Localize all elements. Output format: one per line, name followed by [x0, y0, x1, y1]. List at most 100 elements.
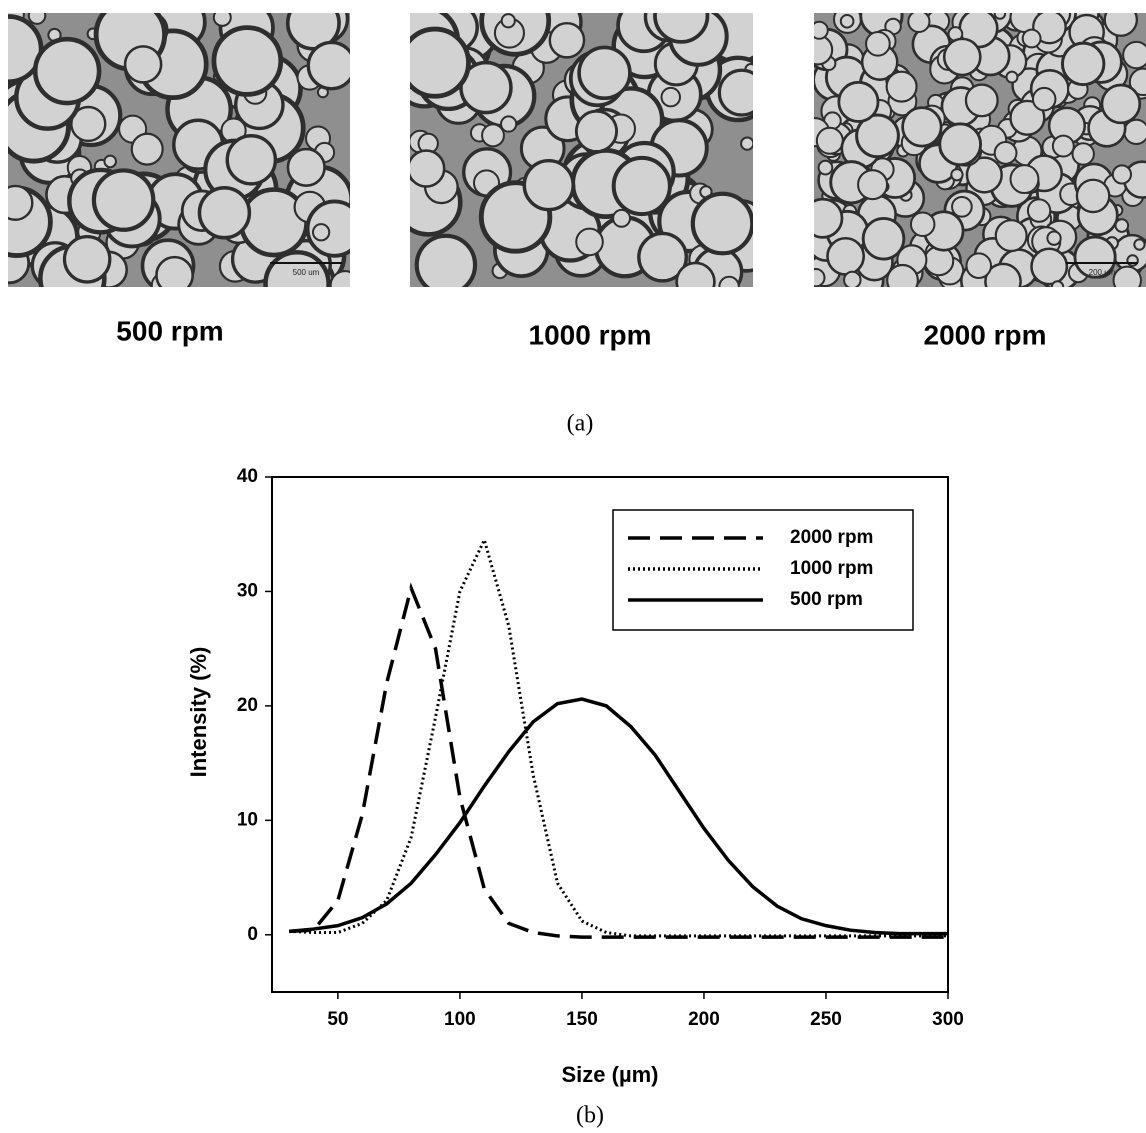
legend-label: 1000 rpm	[790, 558, 873, 579]
microsphere	[814, 268, 826, 287]
microsphere	[1126, 254, 1139, 267]
microsphere	[839, 13, 855, 29]
microsphere	[1123, 118, 1146, 145]
microsphere	[548, 21, 586, 59]
microsphere	[718, 275, 740, 287]
microsphere	[690, 191, 753, 256]
microsphere	[717, 68, 753, 117]
scale-label: 200 um	[1089, 268, 1116, 277]
microsphere	[575, 227, 604, 257]
microsphere	[103, 154, 117, 169]
microsphere	[1051, 134, 1075, 158]
photo	[410, 13, 753, 287]
x-axis-label: Size (µm)	[561, 1062, 658, 1087]
microsphere	[1046, 230, 1062, 246]
microsphere	[410, 26, 471, 99]
panel-label: (a)	[567, 411, 594, 437]
photo-label: 500 rpm	[116, 315, 223, 346]
microsphere	[951, 195, 973, 218]
y-tick-label: 20	[237, 695, 258, 716]
microsphere	[1026, 198, 1052, 223]
microsphere	[211, 25, 284, 97]
microsphere	[1133, 238, 1146, 251]
microsphere	[1114, 218, 1130, 233]
legend-label: 2000 rpm	[790, 527, 873, 548]
microsphere	[574, 109, 619, 153]
microsphere	[814, 34, 834, 66]
microsphere	[1031, 86, 1057, 112]
series-line	[288, 697, 948, 936]
microsphere	[1073, 235, 1117, 279]
microsphere	[901, 106, 943, 148]
x-tick-label: 250	[810, 1009, 842, 1030]
microsphere	[1030, 247, 1069, 286]
microsphere	[993, 141, 1018, 165]
microsphere	[907, 13, 931, 34]
microsphere	[817, 159, 834, 176]
microsphere	[286, 147, 326, 187]
x-tick-label: 200	[688, 1009, 720, 1030]
microsphere	[984, 262, 1022, 287]
microsphere	[1032, 13, 1067, 45]
microsphere	[459, 60, 513, 115]
x-tick-label: 50	[327, 1009, 348, 1030]
microsphere	[1021, 28, 1042, 49]
microsphere	[653, 13, 710, 44]
microsphere	[1009, 164, 1040, 195]
microsphere	[857, 169, 889, 201]
microsphere	[611, 155, 672, 217]
microsphere	[837, 80, 880, 123]
microsphere	[27, 13, 47, 25]
y-tick-label: 30	[237, 580, 258, 601]
x-tick-label: 300	[932, 1009, 964, 1030]
microsphere	[1103, 13, 1139, 37]
microsphere	[311, 223, 331, 242]
microsphere	[861, 216, 906, 261]
microsphere	[909, 211, 936, 237]
microsphere	[197, 186, 252, 240]
panel-label: (b)	[576, 1103, 604, 1129]
microsphere	[481, 123, 505, 148]
microsphere	[740, 136, 753, 151]
microsphere	[612, 208, 631, 228]
microsphere	[8, 184, 34, 221]
y-axis-label: Intensity (%)	[186, 647, 211, 778]
microsphere	[1112, 265, 1142, 287]
microsphere	[938, 122, 983, 167]
microsphere	[1005, 70, 1019, 84]
microsphere	[263, 250, 331, 287]
microsphere	[637, 231, 688, 283]
microsphere	[1050, 280, 1065, 287]
microsphere	[826, 236, 866, 276]
microsphere	[1100, 83, 1142, 125]
photo-label: 2000 rpm	[924, 319, 1047, 350]
microsphere	[675, 261, 716, 287]
microsphere	[329, 270, 350, 287]
microsphere	[306, 40, 350, 91]
microsphere	[500, 13, 516, 29]
scale-label: 500 um	[293, 268, 320, 277]
microsphere	[155, 255, 195, 287]
microsphere	[993, 13, 1007, 20]
microsphere	[62, 234, 112, 284]
y-tick-label: 40	[237, 466, 258, 487]
microsphere	[965, 156, 1003, 194]
microsphere	[32, 36, 102, 106]
microsphere	[225, 134, 278, 186]
microsphere	[885, 70, 918, 103]
legend-label: 500 rpm	[790, 589, 863, 610]
microsphere	[1060, 41, 1106, 87]
microsphere	[499, 115, 518, 133]
microsphere	[1075, 178, 1111, 214]
microsphere	[212, 13, 232, 27]
series-line	[289, 582, 948, 939]
microsphere	[1122, 40, 1146, 70]
microsphere	[1009, 99, 1046, 136]
microsphere	[414, 233, 478, 287]
y-tick-label: 0	[247, 924, 258, 945]
microsphere	[814, 197, 844, 239]
microsphere	[660, 86, 681, 108]
microsphere	[522, 158, 575, 212]
microsphere	[123, 45, 163, 84]
microsphere	[70, 105, 107, 143]
